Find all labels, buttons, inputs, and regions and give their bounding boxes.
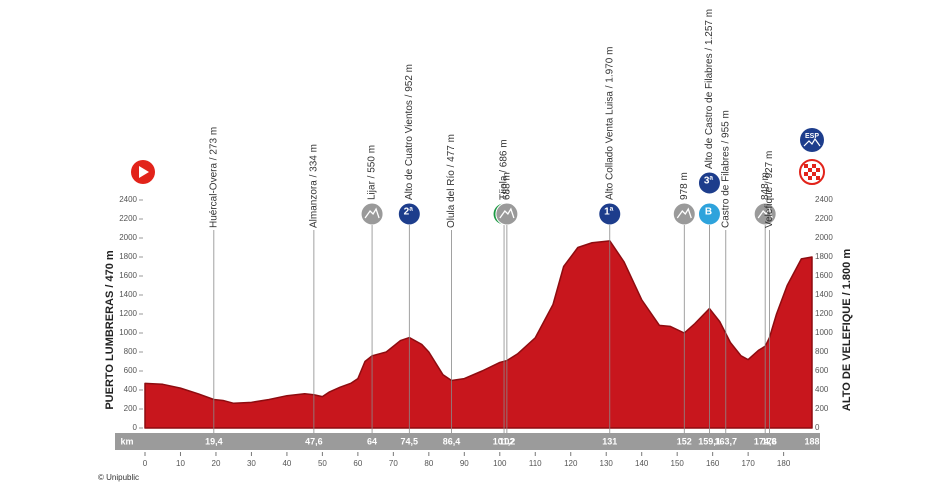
y-tick-label-right: 0 [815, 423, 820, 432]
profile-area [144, 240, 813, 429]
x-tick-label: 10 [176, 459, 185, 468]
y-tick-label: 200 [124, 404, 138, 413]
credit: © Unipublic [98, 473, 139, 482]
checker [804, 164, 820, 180]
y-tick-label-right: 400 [815, 385, 829, 394]
km-marker-label: 163,7 [715, 436, 738, 446]
km-marker-label: 174,8 [754, 436, 777, 446]
y-tick-label: 400 [124, 385, 138, 394]
start-label: PUERTO LUMBRERAS / 470 m [104, 250, 116, 410]
km-marker-label: 64 [367, 436, 377, 446]
point-label: 978 m [679, 172, 690, 200]
y-tick-label: 0 [133, 423, 138, 432]
point-label: Lijar / 550 m [367, 145, 378, 200]
y-tick-label-right: 1600 [815, 271, 833, 280]
x-tick-label: 110 [529, 459, 542, 468]
y-tick-label-right: 1200 [815, 309, 833, 318]
y-tick-label-right: 2400 [815, 195, 833, 204]
y-tick-label: 1600 [119, 271, 137, 280]
point-label: Olula del Río / 477 m [446, 134, 457, 228]
x-tick-label: 130 [600, 459, 614, 468]
x-tick-label: 180 [777, 459, 791, 468]
y-tick-label-right: 1400 [815, 290, 833, 299]
point-label: Castro de Filabres / 955 m [720, 110, 731, 228]
km-marker-label: 131 [602, 436, 617, 446]
x-tick-label: 150 [671, 459, 685, 468]
point-label: Alto de Cuatro Vientos / 952 m [404, 64, 415, 200]
point-label: 848 m [760, 172, 771, 200]
mountain-glyph [803, 137, 821, 147]
point-label: Tíjola / 686 m [499, 139, 510, 200]
icon-glyph [757, 207, 773, 219]
km-marker-label: 152 [677, 436, 692, 446]
y-tick-label-right: 800 [815, 347, 829, 356]
y-tick-label-right: 600 [815, 366, 829, 375]
x-tick-label: 70 [389, 459, 398, 468]
km-marker-label: 159,1 [698, 436, 721, 446]
x-tick-label: 80 [424, 459, 433, 468]
badge-circle [800, 128, 824, 152]
x-tick-label: 100 [493, 459, 507, 468]
x-tick-label: 170 [741, 459, 755, 468]
icon-text: 3ª [704, 176, 714, 187]
y-tick-label: 600 [124, 366, 138, 375]
y-tick-label: 800 [124, 347, 138, 356]
icon-text: 1ª [604, 207, 614, 218]
y-tick-label: 1200 [119, 309, 137, 318]
point-label: Alto Collado Venta Luisa / 1.970 m [604, 47, 615, 200]
km-marker-label: 188 [804, 436, 819, 446]
x-tick-label: 60 [353, 459, 362, 468]
start-icon [131, 160, 155, 184]
finish-label: ALTO DE VELEFIQUE / 1.800 m [841, 249, 853, 411]
y-tick-label-right: 2200 [815, 214, 833, 223]
y-tick-label-right: 1000 [815, 328, 833, 337]
icon [495, 202, 519, 226]
play-glyph [139, 166, 149, 178]
y-tick-label: 1000 [119, 328, 137, 337]
point-label: Huércal-Overa / 273 m [208, 127, 219, 228]
point-label: Velefique / 927 m [764, 151, 775, 228]
km-marker-label: 102 [499, 436, 514, 446]
icon-glyph [499, 207, 515, 219]
y-tick-label-right: 200 [815, 404, 829, 413]
km-marker-label: 74,5 [401, 436, 419, 446]
icon-text: B [705, 207, 712, 218]
icon-glyph [364, 207, 380, 219]
icon-glyph [676, 207, 692, 219]
y-tick-label: 1400 [119, 290, 137, 299]
km-marker-label: 19,4 [205, 436, 223, 446]
y-tick-label: 2000 [119, 233, 137, 242]
x-tick-label: 30 [247, 459, 256, 468]
x-tick-label: 20 [212, 459, 221, 468]
km-marker-label: 86,4 [443, 436, 461, 446]
y-tick-label: 2200 [119, 214, 137, 223]
km-marker-label: 47,6 [305, 436, 323, 446]
x-tick-label: 140 [635, 459, 649, 468]
x-tick-label: 160 [706, 459, 720, 468]
point-label: Alto de Castro de Filabres / 1.257 m [704, 9, 715, 169]
icon-text: 2ª [404, 207, 414, 218]
y-tick-label: 2400 [119, 195, 137, 204]
km-marker-label: 176 [762, 436, 777, 446]
finish-badge: ESP [805, 133, 819, 140]
km-label: km [120, 436, 133, 446]
x-tick-label: 0 [143, 459, 148, 468]
point-label: 688 m [502, 172, 513, 200]
x-tick-label: 90 [460, 459, 469, 468]
x-tick-label: 50 [318, 459, 327, 468]
y-tick-label: 1800 [119, 252, 137, 261]
y-tick-label-right: 2000 [815, 233, 833, 242]
finish-icons: ESP [799, 128, 825, 185]
km-bar [115, 433, 820, 450]
x-tick-label: 120 [564, 459, 578, 468]
point-label: Almanzora / 334 m [309, 144, 320, 228]
y-tick-label-right: 1800 [815, 252, 833, 261]
icon [697, 171, 721, 195]
x-tick-label: 40 [282, 459, 291, 468]
icon [672, 202, 696, 226]
icon [360, 202, 384, 226]
km-marker-label: 101,2 [493, 436, 516, 446]
